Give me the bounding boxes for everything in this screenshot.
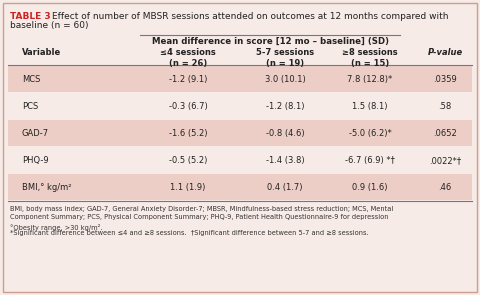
Text: .46: .46 bbox=[438, 183, 452, 192]
Text: .0022*†: .0022*† bbox=[429, 156, 461, 165]
Text: Effect of number of MBSR sessions attended on outcomes at 12 months compared wit: Effect of number of MBSR sessions attend… bbox=[52, 12, 448, 21]
Text: PCS: PCS bbox=[22, 102, 38, 111]
Text: 1.1 (1.9): 1.1 (1.9) bbox=[170, 183, 206, 192]
Text: 5-7 sessions
(n = 19): 5-7 sessions (n = 19) bbox=[256, 48, 314, 68]
Text: -0.5 (5.2): -0.5 (5.2) bbox=[169, 156, 207, 165]
Text: Variable: Variable bbox=[22, 48, 61, 57]
Text: -6.7 (6.9) *†: -6.7 (6.9) *† bbox=[345, 156, 395, 165]
Text: BMI,° kg/m²: BMI,° kg/m² bbox=[22, 183, 72, 192]
Text: -1.2 (8.1): -1.2 (8.1) bbox=[266, 102, 304, 111]
Text: 3.0 (10.1): 3.0 (10.1) bbox=[264, 75, 305, 84]
Text: -1.4 (3.8): -1.4 (3.8) bbox=[266, 156, 304, 165]
Text: -5.0 (6.2)*: -5.0 (6.2)* bbox=[348, 129, 391, 138]
Bar bbox=[8, 120, 472, 146]
Text: -0.8 (4.6): -0.8 (4.6) bbox=[266, 129, 304, 138]
Text: -1.2 (9.1): -1.2 (9.1) bbox=[169, 75, 207, 84]
Text: TABLE 3: TABLE 3 bbox=[10, 12, 50, 21]
Text: baseline (n = 60): baseline (n = 60) bbox=[10, 21, 88, 30]
Text: *Significant difference between ≤4 and ≥8 sessions.  †Significant difference bet: *Significant difference between ≤4 and ≥… bbox=[10, 230, 369, 236]
Text: -0.3 (6.7): -0.3 (6.7) bbox=[168, 102, 207, 111]
Bar bbox=[8, 174, 472, 200]
Text: P-value: P-value bbox=[427, 48, 463, 57]
Text: .0359: .0359 bbox=[433, 75, 457, 84]
Text: PHQ-9: PHQ-9 bbox=[22, 156, 48, 165]
Text: °Obesity range, >30 kg/m².: °Obesity range, >30 kg/m². bbox=[10, 224, 103, 231]
Text: MCS: MCS bbox=[22, 75, 40, 84]
Text: .0652: .0652 bbox=[433, 129, 457, 138]
Text: BMI, body mass index; GAD-7, General Anxiety Disorder-7; MBSR, Mindfulness-based: BMI, body mass index; GAD-7, General Anx… bbox=[10, 206, 393, 220]
Text: Mean difference in score [12 mo – baseline] (SD): Mean difference in score [12 mo – baseli… bbox=[152, 37, 388, 46]
Text: ≥8 sessions
(n = 15): ≥8 sessions (n = 15) bbox=[342, 48, 398, 68]
Text: ≤4 sessions
(n = 26): ≤4 sessions (n = 26) bbox=[160, 48, 216, 68]
Text: 0.9 (1.6): 0.9 (1.6) bbox=[352, 183, 388, 192]
Text: 7.8 (12.8)*: 7.8 (12.8)* bbox=[348, 75, 393, 84]
Text: 0.4 (1.7): 0.4 (1.7) bbox=[267, 183, 303, 192]
Bar bbox=[8, 66, 472, 92]
Text: 1.5 (8.1): 1.5 (8.1) bbox=[352, 102, 388, 111]
Text: GAD-7: GAD-7 bbox=[22, 129, 49, 138]
Text: -1.6 (5.2): -1.6 (5.2) bbox=[169, 129, 207, 138]
Text: .58: .58 bbox=[438, 102, 452, 111]
